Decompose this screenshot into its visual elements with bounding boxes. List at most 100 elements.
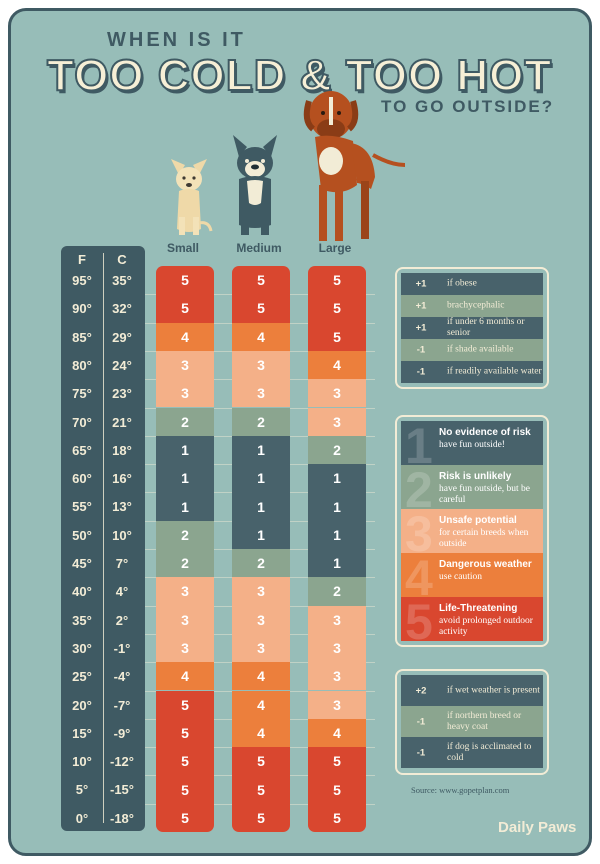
cold-modifiers-list: +2 if wet weather is present -1 if northern…: [401, 675, 543, 769]
risk-cell-small: 5: [156, 294, 214, 323]
risk-cell-large: 5: [308, 322, 366, 351]
risk-cell-medium: 5: [232, 266, 290, 295]
risk-cell-small: 5: [156, 718, 214, 748]
risk-cell-small: 2: [156, 549, 214, 578]
temp-fahrenheit: 5°: [75, 782, 89, 798]
legend-title: Dangerous weather: [439, 559, 532, 570]
size-label-small: Small: [166, 241, 199, 255]
modifier-text: if readily available water: [447, 366, 542, 377]
size-label-large: Large: [318, 241, 352, 255]
risk-cell-small: 3: [156, 350, 214, 380]
modifier-row: -1 if dog is acclimated to cold: [401, 737, 543, 768]
risk-cell-small: 3: [156, 577, 214, 606]
modifier-sign: -1: [416, 716, 426, 727]
title-line-3: TO GO OUTSIDE?: [381, 97, 555, 116]
temp-celsius: -7°: [113, 697, 131, 713]
temp-fahrenheit: 15°: [72, 725, 92, 741]
modifier-sign: +2: [415, 685, 427, 696]
modifier-text: if obese: [447, 278, 477, 289]
cold-modifiers-box: [395, 669, 549, 775]
modifier-row: +1 if obese: [401, 273, 543, 295]
medium-dog-illustration: [233, 135, 277, 235]
risk-cell-medium: 1: [232, 435, 290, 465]
temp-celsius: 23°: [112, 386, 132, 402]
risk-cell-medium: 4: [232, 718, 290, 748]
risk-cell-medium: 3: [232, 633, 290, 663]
temp-fahrenheit: 70°: [72, 414, 92, 430]
temp-fahrenheit: 90°: [72, 301, 92, 317]
risk-cell-small: 1: [156, 492, 214, 521]
risk-cell-medium: 4: [232, 322, 290, 351]
temp-celsius: -4°: [113, 669, 131, 685]
temp-celsius: 18°: [112, 442, 132, 458]
legend-title: No evidence of risk: [439, 427, 531, 438]
legend-row-level-5: 5 Life-Threatening avoid prolonged outdoor…: [401, 597, 543, 641]
modifier-text: if northern breed or heavy coat: [447, 710, 522, 732]
temp-celsius: 35°: [112, 273, 132, 288]
risk-cell-small: 4: [156, 322, 214, 351]
temp-celsius: 24°: [112, 357, 132, 373]
temp-celsius: 21°: [112, 414, 132, 430]
modifier-text: if under 6 months or senior: [447, 317, 525, 338]
legend-description: avoid prolonged outdoor activity: [439, 616, 533, 637]
risk-cell-medium: 1: [232, 520, 290, 549]
risk-cell-medium: 4: [232, 690, 290, 719]
modifier-sign: -1: [416, 366, 426, 378]
risk-cell-medium: 3: [232, 577, 290, 606]
risk-cell-small: 1: [156, 435, 214, 465]
risk-cell-large: 1: [308, 464, 366, 493]
temp-fahrenheit: 10°: [72, 754, 92, 770]
legend-level-number: 4: [405, 553, 433, 597]
risk-legend-list: 1 No evidence of risk have fun outside! 2 Ri…: [401, 421, 543, 641]
temp-fahrenheit: 55°: [72, 499, 92, 515]
risk-cell-medium: 2: [232, 549, 290, 578]
temp-celsius: 13°: [112, 499, 132, 515]
risk-cell-large: 1: [308, 492, 366, 521]
modifier-text: if wet weather is present: [447, 685, 540, 695]
risk-cell-medium: 2: [232, 407, 290, 436]
modifier-row: +2 if wet weather is present: [401, 675, 543, 706]
risk-cell-small: 1: [156, 464, 214, 493]
risk-cell-large: 3: [308, 633, 366, 663]
fahrenheit-header: F: [78, 252, 86, 267]
temp-celsius: -9°: [113, 725, 131, 741]
modifier-row: +1 if under 6 months or senior: [401, 317, 543, 339]
risk-cell-large: 5: [308, 747, 366, 776]
risk-cell-medium: 4: [232, 662, 290, 691]
temp-celsius: 32°: [112, 301, 132, 317]
risk-cell-medium: 3: [232, 379, 290, 408]
infographic-poster: WHEN IS IT TOO COLD & TOO HOT TO GO OUTS…: [8, 8, 592, 856]
risk-cell-large: 2: [308, 577, 366, 606]
temp-celsius: 29°: [112, 329, 132, 345]
risk-cell-small: 3: [156, 605, 214, 634]
risk-cell-small: 5: [156, 803, 214, 832]
risk-cell-small: 5: [156, 747, 214, 776]
risk-cell-small: 3: [156, 379, 214, 408]
risk-cell-large: 5: [308, 294, 366, 323]
risk-cell-medium: 3: [232, 350, 290, 380]
hot-modifiers-list: +1 if obese +1 brachycephalic +1 if under 6 m…: [401, 273, 543, 383]
temp-celsius: -18°: [110, 810, 134, 826]
risk-cell-small: 4: [156, 662, 214, 691]
temp-fahrenheit: 95°: [72, 273, 92, 288]
risk-cell-medium: 3: [232, 605, 290, 634]
risk-cell-large: 3: [308, 662, 366, 691]
risk-cell-large: 3: [308, 407, 366, 436]
modifier-row: -1 if readily available water: [401, 361, 543, 383]
modifier-sign: +1: [415, 278, 427, 290]
temp-celsius: 2°: [115, 612, 129, 628]
legend-level-number: 3: [405, 509, 433, 553]
temp-fahrenheit: 30°: [72, 640, 92, 656]
temp-celsius: 10°: [112, 527, 132, 543]
brand-logo-text: Daily Paws: [498, 819, 577, 836]
risk-cell-medium: 5: [232, 775, 290, 804]
risk-cell-small: 3: [156, 633, 214, 663]
large-dog-illustration: [303, 91, 406, 241]
temp-celsius: -1°: [113, 640, 131, 656]
legend-row-level-4: 4 Dangerous weather use caution: [401, 553, 543, 597]
risk-cell-large: 5: [308, 775, 366, 804]
temp-fahrenheit: 35°: [72, 612, 92, 628]
risk-cell-large: 5: [308, 266, 366, 295]
temp-celsius: -12°: [110, 754, 134, 770]
temp-celsius: -15°: [110, 782, 134, 798]
